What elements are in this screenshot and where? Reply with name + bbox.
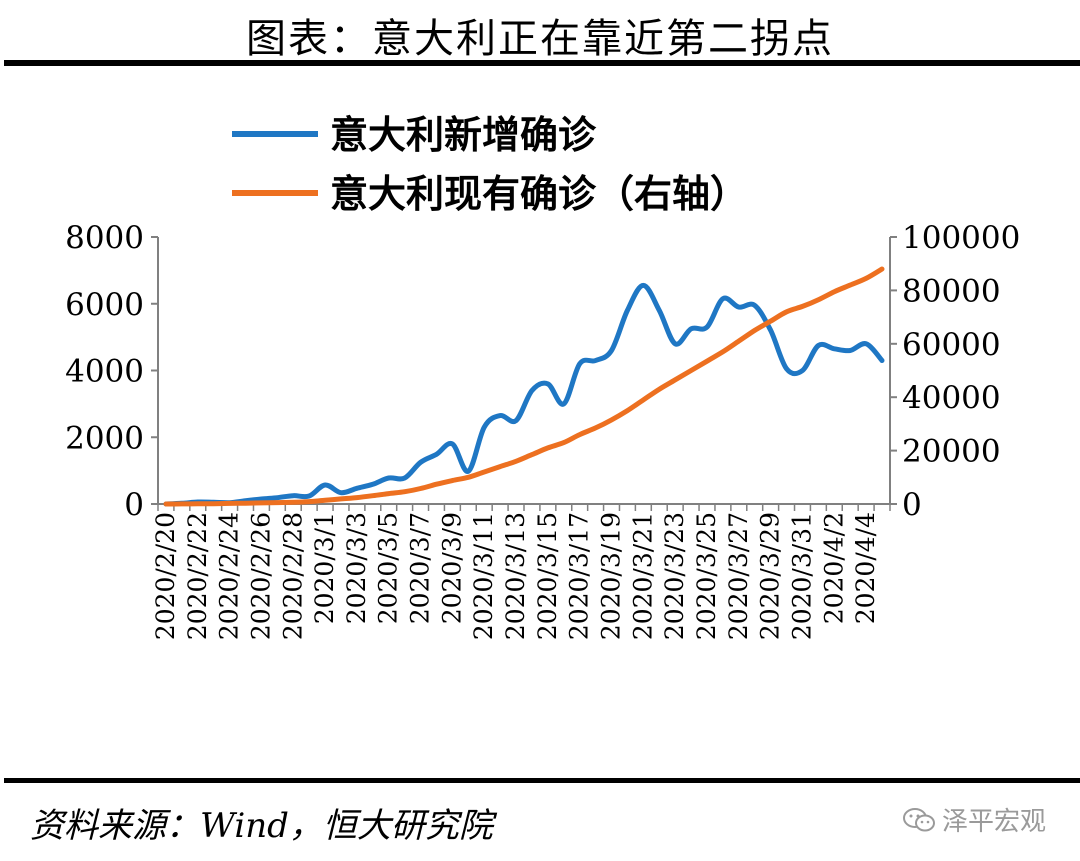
watermark-text: 泽平宏观 [942, 807, 1047, 837]
series-line-new-cases [163, 282, 885, 507]
x-tick-label: 2020/3/19 [597, 512, 626, 640]
legend-label-new-cases: 意大利新增确诊 [330, 113, 597, 157]
y-left-tick-label: 0 [124, 487, 144, 523]
x-tick-label: 2020/3/21 [628, 512, 657, 640]
x-tick-label: 2020/3/7 [406, 512, 435, 624]
x-tick-label: 2020/2/20 [151, 512, 180, 640]
x-tick-label: 2020/3/1 [310, 512, 339, 624]
y-right-tick-label: 20000 [902, 434, 1001, 470]
x-tick-label: 2020/3/15 [533, 512, 562, 640]
y-left-tick-label: 8000 [65, 220, 144, 256]
x-tick-label: 2020/3/17 [565, 512, 594, 640]
x-tick-label: 2020/3/11 [469, 512, 498, 640]
source-note: 资料来源：Wind，恒大研究院 [30, 806, 493, 846]
page-title: 图表：意大利正在靠近第二拐点 [246, 16, 834, 62]
x-tick-label: 2020/3/27 [724, 512, 753, 640]
x-tick-label: 2020/2/22 [183, 512, 212, 640]
y-right-tick-label: 100000 [902, 220, 1020, 256]
y-right-tick-label: 60000 [902, 327, 1001, 363]
x-tick-label: 2020/3/23 [660, 512, 689, 640]
y-left-tick-label: 4000 [65, 354, 144, 390]
x-tick-label: 2020/2/24 [215, 512, 244, 640]
x-tick-label: 2020/3/3 [342, 512, 371, 624]
series-lines [163, 266, 885, 507]
y-right-tick-label: 0 [902, 487, 922, 523]
x-tick-label: 2020/2/28 [278, 512, 307, 640]
legend-label-active-cases: 意大利现有确诊（右轴） [330, 172, 748, 216]
watermark: 泽平宏观 [902, 801, 1046, 838]
wechat-icon [903, 807, 935, 831]
y-right-tick-label: 40000 [902, 380, 1001, 416]
y-right-tick-label: 80000 [902, 273, 1001, 309]
y-left-tick-label: 6000 [65, 287, 144, 323]
x-tick-label: 2020/3/31 [787, 512, 816, 640]
x-tick-label: 2020/3/13 [501, 512, 530, 640]
x-tick-label: 2020/3/5 [374, 512, 403, 624]
x-tick-label: 2020/3/29 [756, 512, 785, 640]
x-tick-label: 2020/3/25 [692, 512, 721, 640]
axes: 0200040006000800002000040000600008000010… [65, 220, 1020, 640]
x-tick-label: 2020/3/9 [437, 512, 466, 624]
y-left-tick-label: 2000 [65, 420, 144, 456]
top-rule [4, 60, 1080, 66]
line-chart: 意大利新增确诊 意大利现有确诊（右轴） 02000400060008000020… [65, 113, 1020, 640]
x-tick-label: 2020/2/26 [246, 512, 275, 640]
legend: 意大利新增确诊 意大利现有确诊（右轴） [232, 113, 748, 216]
x-tick-label: 2020/4/4 [851, 512, 880, 624]
x-tick-label: 2020/4/2 [819, 512, 848, 624]
bottom-rule [4, 778, 1080, 783]
series-line-active-cases [163, 266, 885, 507]
